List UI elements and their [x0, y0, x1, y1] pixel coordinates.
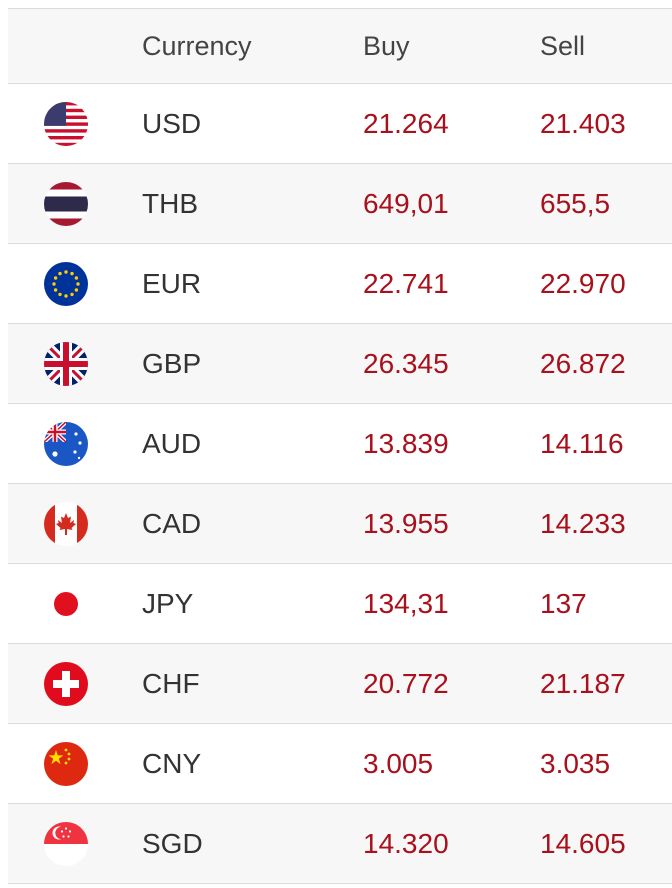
switzerland-flag-icon [44, 661, 88, 706]
sell-rate: 21.403 [540, 107, 626, 139]
header-flag-column [8, 9, 144, 83]
buy-rate: 26.345 [363, 347, 449, 379]
australia-flag-icon [44, 421, 88, 466]
currency-code: USD [142, 107, 202, 139]
japan-flag-icon [44, 581, 88, 626]
china-flag-icon [44, 741, 88, 786]
table-row: CNY 3.005 3.035 [8, 724, 672, 804]
singapore-flag-icon [44, 821, 88, 866]
sell-rate: 14.233 [540, 507, 626, 539]
eu-flag-icon [44, 261, 88, 306]
table-row: JPY 134,31 137 [8, 564, 672, 644]
sell-rate: 3.035 [540, 747, 611, 779]
thailand-flag-icon [44, 181, 88, 226]
sell-rate: 137 [540, 587, 587, 619]
buy-rate: 134,31 [363, 587, 449, 619]
sell-rate: 655,5 [540, 187, 611, 219]
buy-rate: 14.320 [363, 827, 449, 859]
us-flag-icon [44, 101, 88, 146]
uk-flag-icon [44, 341, 88, 386]
header-buy: Buy [363, 30, 410, 61]
table-header-row: Currency Buy Sell [8, 9, 672, 84]
table-row: USD 21.264 21.403 [8, 84, 672, 164]
canada-flag-icon [44, 501, 88, 546]
currency-code: CAD [142, 507, 202, 539]
currency-code: EUR [142, 267, 202, 299]
table-row: THB 649,01 655,5 [8, 164, 672, 244]
buy-rate: 13.955 [363, 507, 449, 539]
sell-rate: 14.605 [540, 827, 626, 859]
buy-rate: 3.005 [363, 747, 434, 779]
currency-code: CNY [142, 747, 202, 779]
table-row: EUR 22.741 22.970 [8, 244, 672, 324]
table-row: SGD 14.320 14.605 [8, 804, 672, 884]
sell-rate: 22.970 [540, 267, 626, 299]
currency-code: AUD [142, 427, 202, 459]
table-row: AUD 13.839 14.116 [8, 404, 672, 484]
buy-rate: 20.772 [363, 667, 449, 699]
sell-rate: 14.116 [540, 427, 624, 459]
header-currency: Currency [142, 30, 252, 61]
buy-rate: 21.264 [363, 107, 449, 139]
table-row: CAD 13.955 14.233 [8, 484, 672, 564]
currency-code: THB [142, 187, 198, 219]
sell-rate: 26.872 [540, 347, 626, 379]
buy-rate: 22.741 [363, 267, 449, 299]
exchange-rate-table: Currency Buy Sell USD 21 [8, 8, 672, 884]
table-row: GBP 26.345 26.872 [8, 324, 672, 404]
buy-rate: 649,01 [363, 187, 449, 219]
buy-rate: 13.839 [363, 427, 449, 459]
table-row: CHF 20.772 21.187 [8, 644, 672, 724]
currency-code: JPY [142, 587, 194, 619]
header-sell: Sell [540, 30, 586, 61]
currency-code: GBP [142, 347, 202, 379]
currency-code: SGD [142, 827, 203, 859]
sell-rate: 21.187 [540, 667, 626, 699]
currency-code: CHF [142, 667, 200, 699]
